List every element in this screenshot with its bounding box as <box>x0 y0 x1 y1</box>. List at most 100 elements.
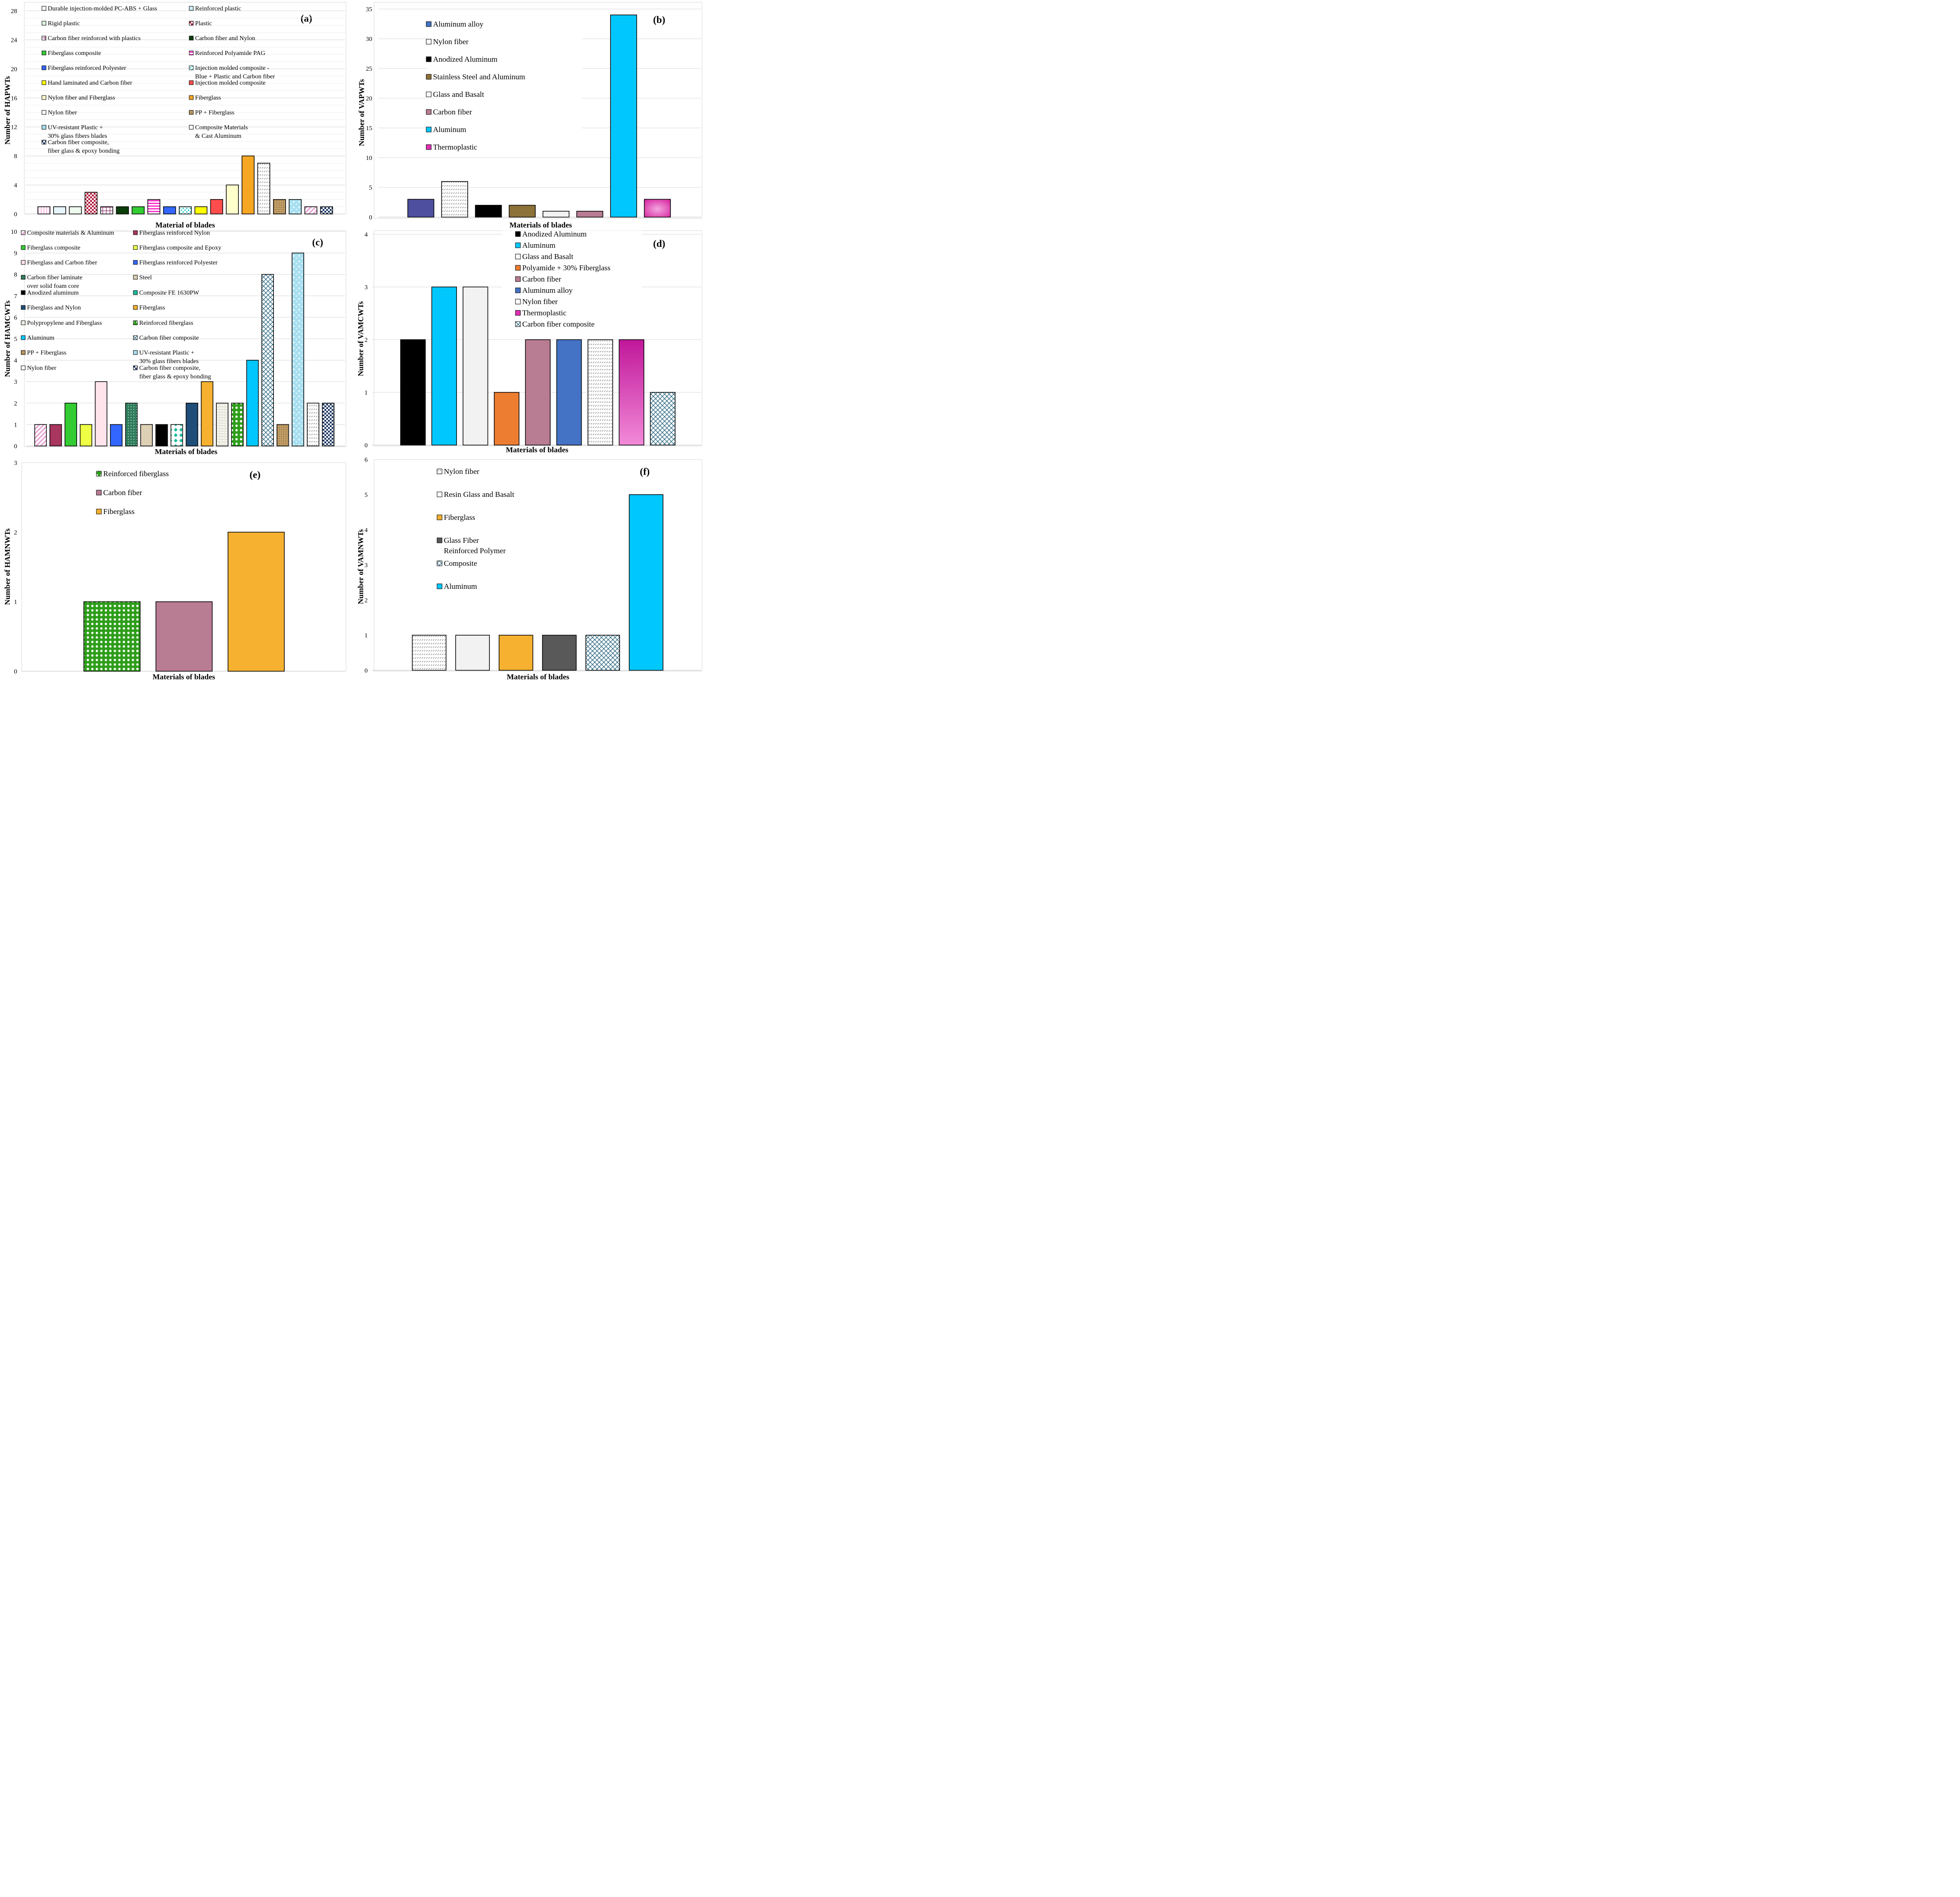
panel-c-bar-16 <box>261 274 274 446</box>
panel-d-ytick-label: 4 <box>365 232 368 238</box>
panel-c-legend-label: Fiberglass composite <box>27 245 80 251</box>
panel-a-legend-swatch <box>41 110 46 115</box>
panel-a-bar-13 <box>226 184 239 214</box>
panel-a-bar-15 <box>257 163 270 214</box>
panel-b-ytick-label: 20 <box>366 96 372 102</box>
panel-a-legend-item-19: Carbon fiber composite, fiber glass & epo… <box>41 139 119 155</box>
panel-b-legend-item-2: Nylon fiber <box>426 37 469 46</box>
panel-a-legend-label: Injection molded composite - <box>195 65 269 72</box>
panel-c-legend-item-18: UV-resistant Plastic + 30% glass fibers b… <box>133 350 199 365</box>
panel-c-ytick-label: 7 <box>14 293 17 300</box>
panel-c-legend-item-8: Steel <box>133 274 152 281</box>
panel-b-legend: Aluminum alloy Nylon fiber Anodized Alumin… <box>426 20 525 151</box>
panel-e-legend-label: Fiberglass <box>103 507 135 516</box>
panel-c-ytick-label: 5 <box>14 336 17 343</box>
panel-c-legend-swatch <box>21 290 26 295</box>
panel-c-bar-13 <box>216 403 228 446</box>
panel-d-legend-item-5: Carbon fiber <box>515 275 561 283</box>
panel-a-legend-label: Rigid plastic <box>48 20 80 27</box>
panel-c-label: (c) <box>312 237 323 248</box>
panel-d-ytick-label: 3 <box>365 284 368 291</box>
panel-e-xlabel: Materials of blades <box>153 673 215 681</box>
panel-b-legend-swatch <box>426 74 432 80</box>
panel-d-bar-2 <box>431 287 457 446</box>
panel-d-legend-label: Carbon fiber composite <box>522 320 595 328</box>
panel-d-bar-3 <box>462 287 488 446</box>
panel-e-legend: Reinforced fiberglass Carbon fiber Fibergl… <box>96 469 169 516</box>
panel-d-legend-item-6: Aluminum alloy <box>515 286 573 295</box>
panel-d-legend: Anodized Aluminum Aluminum Glass and Basal… <box>515 230 611 328</box>
panel-a-legend-swatch <box>41 65 46 70</box>
panel-c-ytick-label: 4 <box>14 358 17 364</box>
panel-c-legend-swatch <box>21 305 26 310</box>
panel-c-legend-swatch <box>133 245 138 250</box>
panel-d-bar-8 <box>619 339 644 446</box>
panel-a-legend-item-10: Injection molded composite -Blue + Plast… <box>189 65 275 80</box>
panel-d-legend-label: Nylon fiber <box>522 297 558 306</box>
panel-f-legend-label: Aluminum <box>444 582 477 591</box>
panel-c-bar-5 <box>95 381 108 446</box>
panel-a-legend-swatch <box>189 110 194 115</box>
panel-c-bar-20 <box>322 403 335 446</box>
panel-c: 0 1 2 3 4 5 6 7 8 9 10 Composite materials & Alumin… <box>11 229 346 450</box>
panel-a-legend-label: fiber glass & epoxy bonding <box>48 148 119 155</box>
panel-a-legend-swatch <box>41 125 46 130</box>
panel-d-legend-item-1: Anodized Aluminum <box>515 230 587 238</box>
panel-c-bar-3 <box>64 403 77 446</box>
panel-a-ytick-label: 4 <box>14 182 17 189</box>
panel-a-legend-swatch <box>41 36 46 41</box>
panel-b-bar-2 <box>441 181 468 218</box>
panel-b-bar-8 <box>644 199 671 218</box>
panel-c-legend-swatch <box>21 350 26 355</box>
panel-c-legend-label: Carbon fiber laminate <box>27 274 82 281</box>
panel-f: 0 1 2 3 4 5 6 Nylon fiber Resin Glass and Basalt… <box>365 457 702 674</box>
panel-a-bar-17 <box>288 199 302 214</box>
panel-b-legend-swatch <box>426 109 432 115</box>
panel-c-legend-label: Fiberglass and Nylon <box>27 305 81 311</box>
panel-f-ytick-label: 1 <box>365 632 368 639</box>
panel-c-legend-swatch <box>21 275 26 280</box>
panel-c-legend-swatch <box>21 320 26 325</box>
panel-d-xlabel: Materials of blades <box>506 446 569 454</box>
panel-b-legend-item-5: Glass and Basalt <box>426 90 484 99</box>
panel-a-legend-item-15: Nylon fiber <box>41 109 77 116</box>
panel-d-legend-label: Aluminum alloy <box>522 286 573 295</box>
panel-c-legend-item-10: Composite FE 1630PW <box>133 290 200 296</box>
panel-f-legend-label: Reinforced Polymer <box>444 546 506 555</box>
panel-c-legend-item-6: Fiberglass reinforced Polyester <box>133 259 218 266</box>
panel-c-legend-swatch <box>21 335 26 340</box>
panel-d-bar-5 <box>525 339 551 446</box>
panel-e-ytick-label: 1 <box>14 599 17 606</box>
panel-a-legend-swatch <box>189 95 194 100</box>
panel-a-legend-swatch <box>41 6 46 11</box>
panel-c-legend-label: Anodized aluminum <box>27 290 79 296</box>
panel-c-ytick-label: 2 <box>14 400 17 407</box>
panel-d-legend-bg <box>502 231 642 332</box>
panel-a-bar-8 <box>147 199 160 214</box>
panel-e-label: (e) <box>250 469 260 480</box>
panel-d-ytick-label: 2 <box>365 337 368 344</box>
panel-a-bar-9 <box>163 206 176 214</box>
panel-f-ytick-label: 2 <box>365 597 368 604</box>
panel-b-xlabel: Materials of blades <box>510 221 572 229</box>
panel-b-ylabel: Number of VAPWTs <box>357 79 366 146</box>
panel-a-legend-label: Hand laminated and Carbon fiber <box>48 80 132 86</box>
panel-c-bar-8 <box>140 424 153 446</box>
panel-e-legend-swatch <box>96 490 102 496</box>
panel-c-legend-swatch <box>133 365 138 370</box>
panel-a-legend-label: Fiberglass reinforced Polyester <box>48 65 126 72</box>
panel-a-legend-item-16: PP + Fiberglass <box>189 109 234 116</box>
panel-a-ytick-label: 20 <box>11 66 17 73</box>
panel-c-bar-4 <box>80 424 92 446</box>
panel-f-legend-swatch <box>437 514 442 520</box>
panel-b-bar-7 <box>610 14 637 218</box>
panel-a-xlabel: Material of blades <box>155 221 215 229</box>
panel-c-legend-label: Composite FE 1630PW <box>139 290 200 296</box>
panel-d-legend-item-3: Glass and Basalt <box>515 252 574 261</box>
panel-d-legend-swatch <box>515 287 521 293</box>
panel-c-legend-label: Reinforced fiberglass <box>139 320 193 327</box>
panel-a-legend-label: Nylon fiber <box>48 109 77 116</box>
panel-d-legend-label: Aluminum <box>522 241 556 250</box>
panel-b-ytick-label: 5 <box>369 185 372 191</box>
panel-c-ytick-label: 10 <box>11 229 17 236</box>
